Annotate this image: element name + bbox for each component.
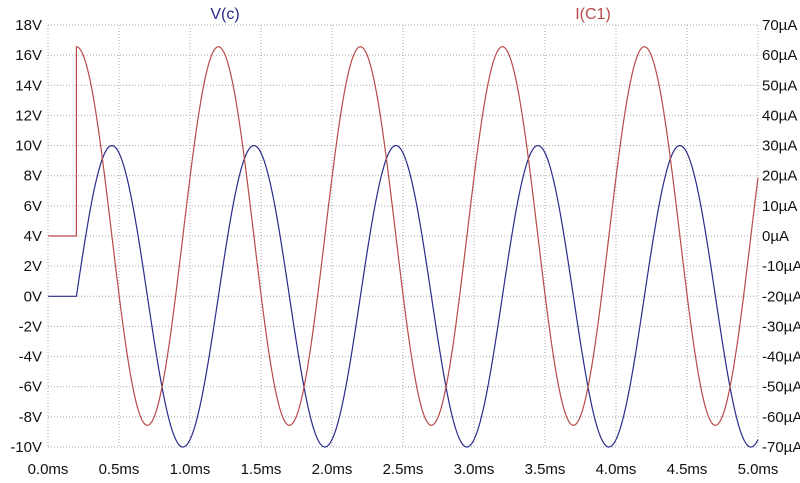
y-right-tick-label: 50µA [762,77,797,94]
y-right-tick-label: 10µA [762,198,797,215]
x-tick-label: 5.0ms [738,461,779,478]
y-right-tick-label: 0µA [762,228,789,245]
y-right-axis-ticks: 70µA 60µA 50µA 40µA 30µA 20µA 10µA 0µA -10µA -20µ… [762,17,800,456]
x-tick-label: 3.0ms [454,461,495,478]
y-left-tick-label: -2V [19,318,42,335]
y-left-tick-label: 10V [15,138,42,155]
x-tick-label: 1.0ms [170,461,211,478]
x-tick-label: 4.0ms [596,461,637,478]
y-left-tick-label: 6V [24,198,42,215]
y-right-tick-label: -50µA [762,379,800,396]
y-left-tick-label: 8V [24,168,42,185]
y-left-tick-label: 2V [24,258,42,275]
x-tick-label: 1.5ms [241,461,282,478]
y-left-tick-label: -8V [19,409,42,426]
series-line-ic1 [48,46,759,426]
grid [47,24,759,448]
x-axis-ticks: 0.0ms 0.5ms 1.0ms 1.5ms 2.0ms 2.5ms 3.0ms 3.5ms… [28,461,779,478]
y-right-tick-label: 40µA [762,107,797,124]
y-right-tick-label: 20µA [762,168,797,185]
x-tick-label: 4.5ms [667,461,708,478]
y-left-tick-label: -4V [19,349,42,366]
y-left-tick-label: 12V [15,107,42,124]
y-right-tick-label: -10µA [762,258,800,275]
y-right-tick-label: 60µA [762,47,797,64]
y-right-tick-label: -60µA [762,409,800,426]
y-left-tick-label: 18V [15,17,42,34]
y-left-tick-label: 0V [24,288,42,305]
y-right-tick-label: -70µA [762,439,800,456]
y-right-tick-label: -40µA [762,349,800,366]
x-tick-label: 2.0ms [312,461,353,478]
y-left-tick-label: 14V [15,77,42,94]
legend-vc: V(c) [210,6,239,23]
x-tick-label: 2.5ms [383,461,424,478]
y-right-tick-label: -30µA [762,318,800,335]
y-right-tick-label: -20µA [762,288,800,305]
legend-ic1: I(C1) [575,6,611,23]
x-tick-label: 0.5ms [99,461,140,478]
x-tick-label: 0.0ms [28,461,69,478]
y-left-tick-label: -6V [19,379,42,396]
series-line-vc [48,144,759,448]
y-left-tick-label: 4V [24,228,42,245]
y-right-tick-label: 30µA [762,138,797,155]
y-left-tick-label: -10V [10,439,42,456]
y-left-tick-label: 16V [15,47,42,64]
x-tick-label: 3.5ms [525,461,566,478]
series-lines [48,46,759,448]
y-left-axis-ticks: 18V 16V 14V 12V 10V 8V 6V 4V 2V 0V -2V -4V -6V -8V -10… [10,17,42,456]
y-right-tick-label: 70µA [762,17,797,34]
